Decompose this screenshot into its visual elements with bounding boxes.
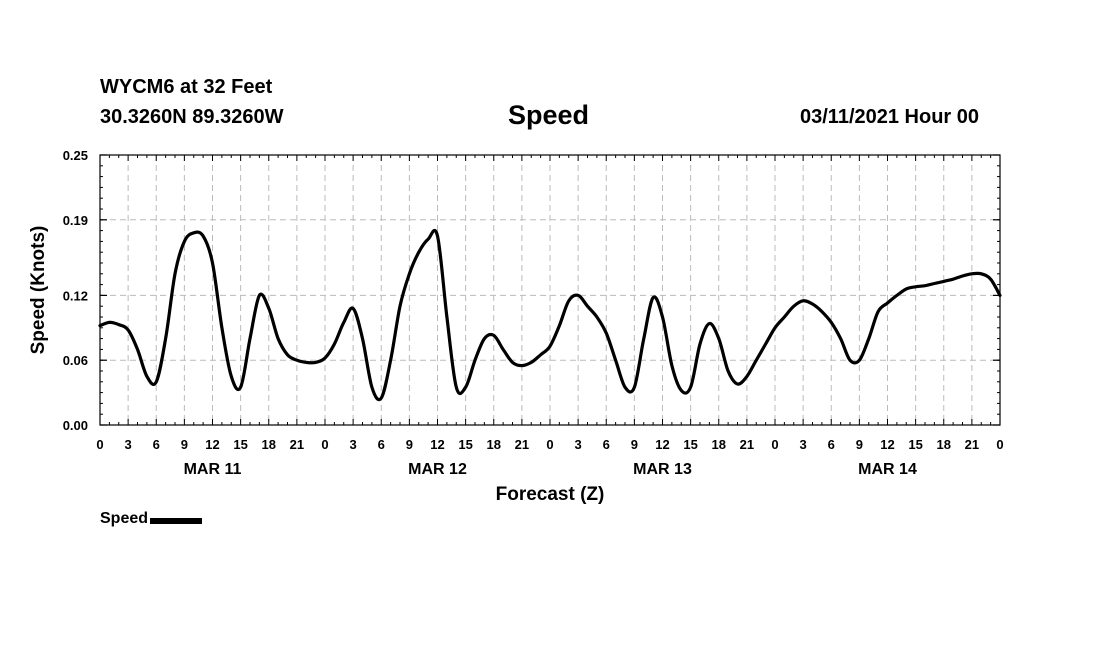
x-tick-label: 21 (965, 437, 979, 452)
chart-title: Speed (508, 100, 590, 130)
x-tick-label: 12 (880, 437, 894, 452)
day-label: MAR 14 (858, 461, 917, 478)
x-tick-label: 21 (740, 437, 754, 452)
x-tick-label: 3 (350, 437, 357, 452)
x-tick-label: 18 (487, 437, 501, 452)
legend-label: Speed (100, 510, 149, 527)
x-tick-label: 15 (458, 437, 472, 452)
grid (100, 155, 1000, 425)
x-tick-label: 18 (937, 437, 951, 452)
x-tick-label: 18 (262, 437, 276, 452)
y-tick-label: 0.00 (63, 418, 88, 433)
x-tick-label: 21 (515, 437, 529, 452)
x-tick-label: 9 (181, 437, 188, 452)
x-tick-label: 6 (378, 437, 385, 452)
x-tick-label: 3 (125, 437, 132, 452)
y-tick-label: 0.12 (63, 288, 88, 303)
x-tick-label: 21 (290, 437, 304, 452)
x-tick-label: 15 (233, 437, 247, 452)
axes (99, 154, 1001, 426)
day-label: MAR 11 (184, 461, 242, 478)
series-layer (98, 228, 1002, 402)
x-tick-label: 0 (996, 437, 1003, 452)
x-tick-label: 6 (828, 437, 835, 452)
x-tick-label: 9 (406, 437, 413, 452)
x-tick-label: 15 (683, 437, 697, 452)
x-tick-label: 0 (546, 437, 553, 452)
series-line-speed (98, 228, 1002, 402)
x-tick-label: 9 (856, 437, 863, 452)
day-label: MAR 13 (633, 461, 692, 478)
x-tick-label: 6 (153, 437, 160, 452)
x-tick-label: 0 (321, 437, 328, 452)
x-tick-label: 12 (430, 437, 444, 452)
x-tick-label: 12 (655, 437, 669, 452)
station-label: WYCM6 at 32 Feet (100, 76, 273, 98)
x-tick-label: 0 (771, 437, 778, 452)
y-axis-title: Speed (Knots) (28, 226, 49, 355)
x-tick-label: 12 (205, 437, 219, 452)
x-tick-label: 18 (712, 437, 726, 452)
x-tick-label: 3 (575, 437, 582, 452)
x-tick-label: 3 (800, 437, 807, 452)
x-tick-label: 9 (631, 437, 638, 452)
y-tick-label: 0.25 (63, 148, 88, 163)
y-tick-label: 0.19 (63, 213, 88, 228)
day-label: MAR 12 (408, 461, 467, 478)
legend: Speed (100, 510, 203, 528)
legend-swatch (150, 518, 203, 524)
x-tick-label: 0 (96, 437, 103, 452)
issued-time-label: 03/11/2021 Hour 00 (800, 106, 980, 128)
y-tick-label: 0.06 (63, 353, 88, 368)
x-tick-label: 6 (603, 437, 610, 452)
x-tick-label: 15 (908, 437, 922, 452)
coordinates-label: 30.3260N 89.3260W (100, 106, 284, 128)
tick-labels: 0 3 6 9 12 15 18 21 0 3 6 9 12 15 18 21 0 3 6 9 12 15 18 21 0 3 6 9… (28, 148, 1004, 505)
x-axis-title: Forecast (Z) (496, 484, 605, 505)
